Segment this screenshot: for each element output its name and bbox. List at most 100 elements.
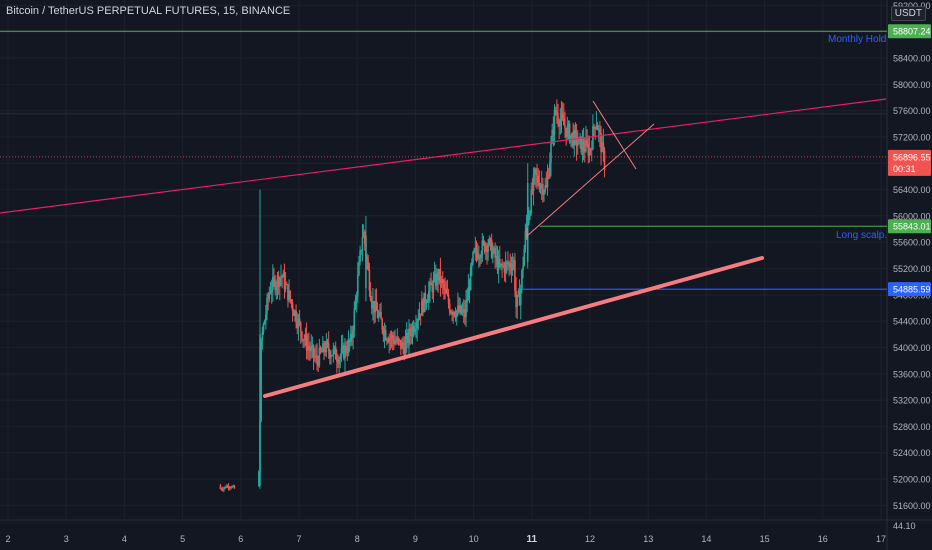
- candle-body: [480, 255, 482, 259]
- time-tick-label: 13: [643, 534, 653, 544]
- candle-body: [292, 310, 295, 316]
- candle-body: [233, 485, 236, 489]
- candle-body: [444, 288, 446, 290]
- candle-body: [571, 132, 573, 135]
- price-tick-label: 59200.00: [893, 1, 931, 11]
- candle-body: [476, 253, 479, 259]
- candle-body: [408, 328, 410, 343]
- candle-body: [465, 302, 467, 318]
- candle-body: [397, 337, 400, 340]
- candle-body: [305, 334, 308, 351]
- candle-body: [283, 273, 286, 290]
- candle-body: [324, 351, 326, 353]
- candle-body: [280, 276, 282, 279]
- candle-body: [317, 360, 320, 366]
- price-badge-countdown: 00:31: [893, 164, 916, 174]
- candle-body: [445, 288, 448, 294]
- time-tick-label: 3: [64, 534, 69, 544]
- candle-body: [517, 291, 520, 296]
- candle-body: [401, 342, 403, 349]
- candle-body: [451, 312, 453, 315]
- candle-body: [593, 126, 595, 128]
- candle-body: [550, 143, 552, 163]
- candle-body: [569, 134, 572, 142]
- candle-body: [404, 340, 407, 355]
- candle-body: [338, 359, 340, 365]
- candle-body: [563, 117, 565, 126]
- candle-body: [434, 273, 437, 286]
- candle-body: [315, 355, 317, 357]
- candle-body: [581, 140, 584, 153]
- candle-body: [582, 140, 585, 150]
- candle-body: [483, 241, 486, 252]
- candle-body: [515, 290, 517, 307]
- candle-body: [478, 256, 480, 259]
- time-tick-label: 2: [5, 534, 10, 544]
- candle-body: [370, 300, 373, 309]
- currency-unit-badge[interactable]: USDT: [890, 6, 926, 21]
- candle-body: [274, 279, 276, 291]
- candle-body: [362, 231, 365, 238]
- candle-body: [340, 348, 343, 357]
- candle-body: [325, 341, 328, 353]
- candle-body: [535, 168, 537, 175]
- candle-body: [261, 332, 264, 340]
- candle-body: [318, 347, 321, 366]
- candle-body: [348, 340, 351, 342]
- candle-body: [339, 356, 342, 360]
- candle-body: [265, 314, 267, 321]
- candle-body: [557, 114, 559, 123]
- candle-body: [224, 486, 226, 488]
- candle-body: [289, 290, 292, 300]
- candle-body: [429, 282, 431, 291]
- candle-body: [230, 487, 232, 489]
- price-tick-label: 54400.00: [893, 317, 931, 327]
- candle-body: [221, 489, 224, 491]
- candle-body: [391, 335, 394, 340]
- candle-body: [479, 256, 481, 259]
- annotation-long-scalp[interactable]: Long scalp.: [836, 230, 888, 241]
- candle-body: [306, 345, 309, 351]
- price-badges: 58807.24 56896.55 00:31 55843.01 54885.59: [888, 24, 931, 297]
- candle-body: [592, 126, 594, 150]
- candle-body: [540, 184, 543, 186]
- candle-body: [352, 330, 354, 339]
- candle-body: [260, 339, 262, 422]
- candle-body: [523, 248, 526, 266]
- annotation-monthly-hold[interactable]: Monthly Hold: [828, 34, 887, 45]
- candle-body: [322, 343, 324, 353]
- candle-body: [343, 345, 345, 359]
- candle-body: [556, 112, 558, 115]
- candle-body: [228, 487, 231, 489]
- candle-body: [458, 305, 460, 312]
- candle-body: [287, 284, 289, 301]
- candle-body: [412, 326, 415, 333]
- candle-body: [576, 144, 579, 147]
- candle-body: [393, 339, 395, 345]
- candle-body: [560, 113, 563, 120]
- candle-body: [290, 299, 293, 304]
- candle-body: [432, 279, 435, 293]
- candle-body: [276, 275, 279, 286]
- candle-body: [457, 305, 459, 311]
- price-tick-label: 58000.00: [893, 80, 931, 90]
- candle-body: [486, 246, 488, 252]
- price-badge-bg: [888, 282, 931, 297]
- candle-body: [488, 238, 491, 245]
- candle-body: [490, 239, 493, 258]
- candle-body: [551, 129, 553, 144]
- candle-body: [349, 333, 352, 342]
- candle-body: [304, 334, 307, 341]
- candle-body: [281, 276, 283, 278]
- candle-body: [448, 303, 451, 313]
- candle-body: [262, 324, 265, 333]
- candle-body: [227, 485, 230, 488]
- candle-body: [543, 191, 545, 195]
- candle-body: [346, 352, 349, 354]
- candle-body: [466, 300, 468, 303]
- candle-body: [585, 140, 587, 152]
- candle-body: [554, 109, 557, 113]
- candle-body: [389, 337, 392, 339]
